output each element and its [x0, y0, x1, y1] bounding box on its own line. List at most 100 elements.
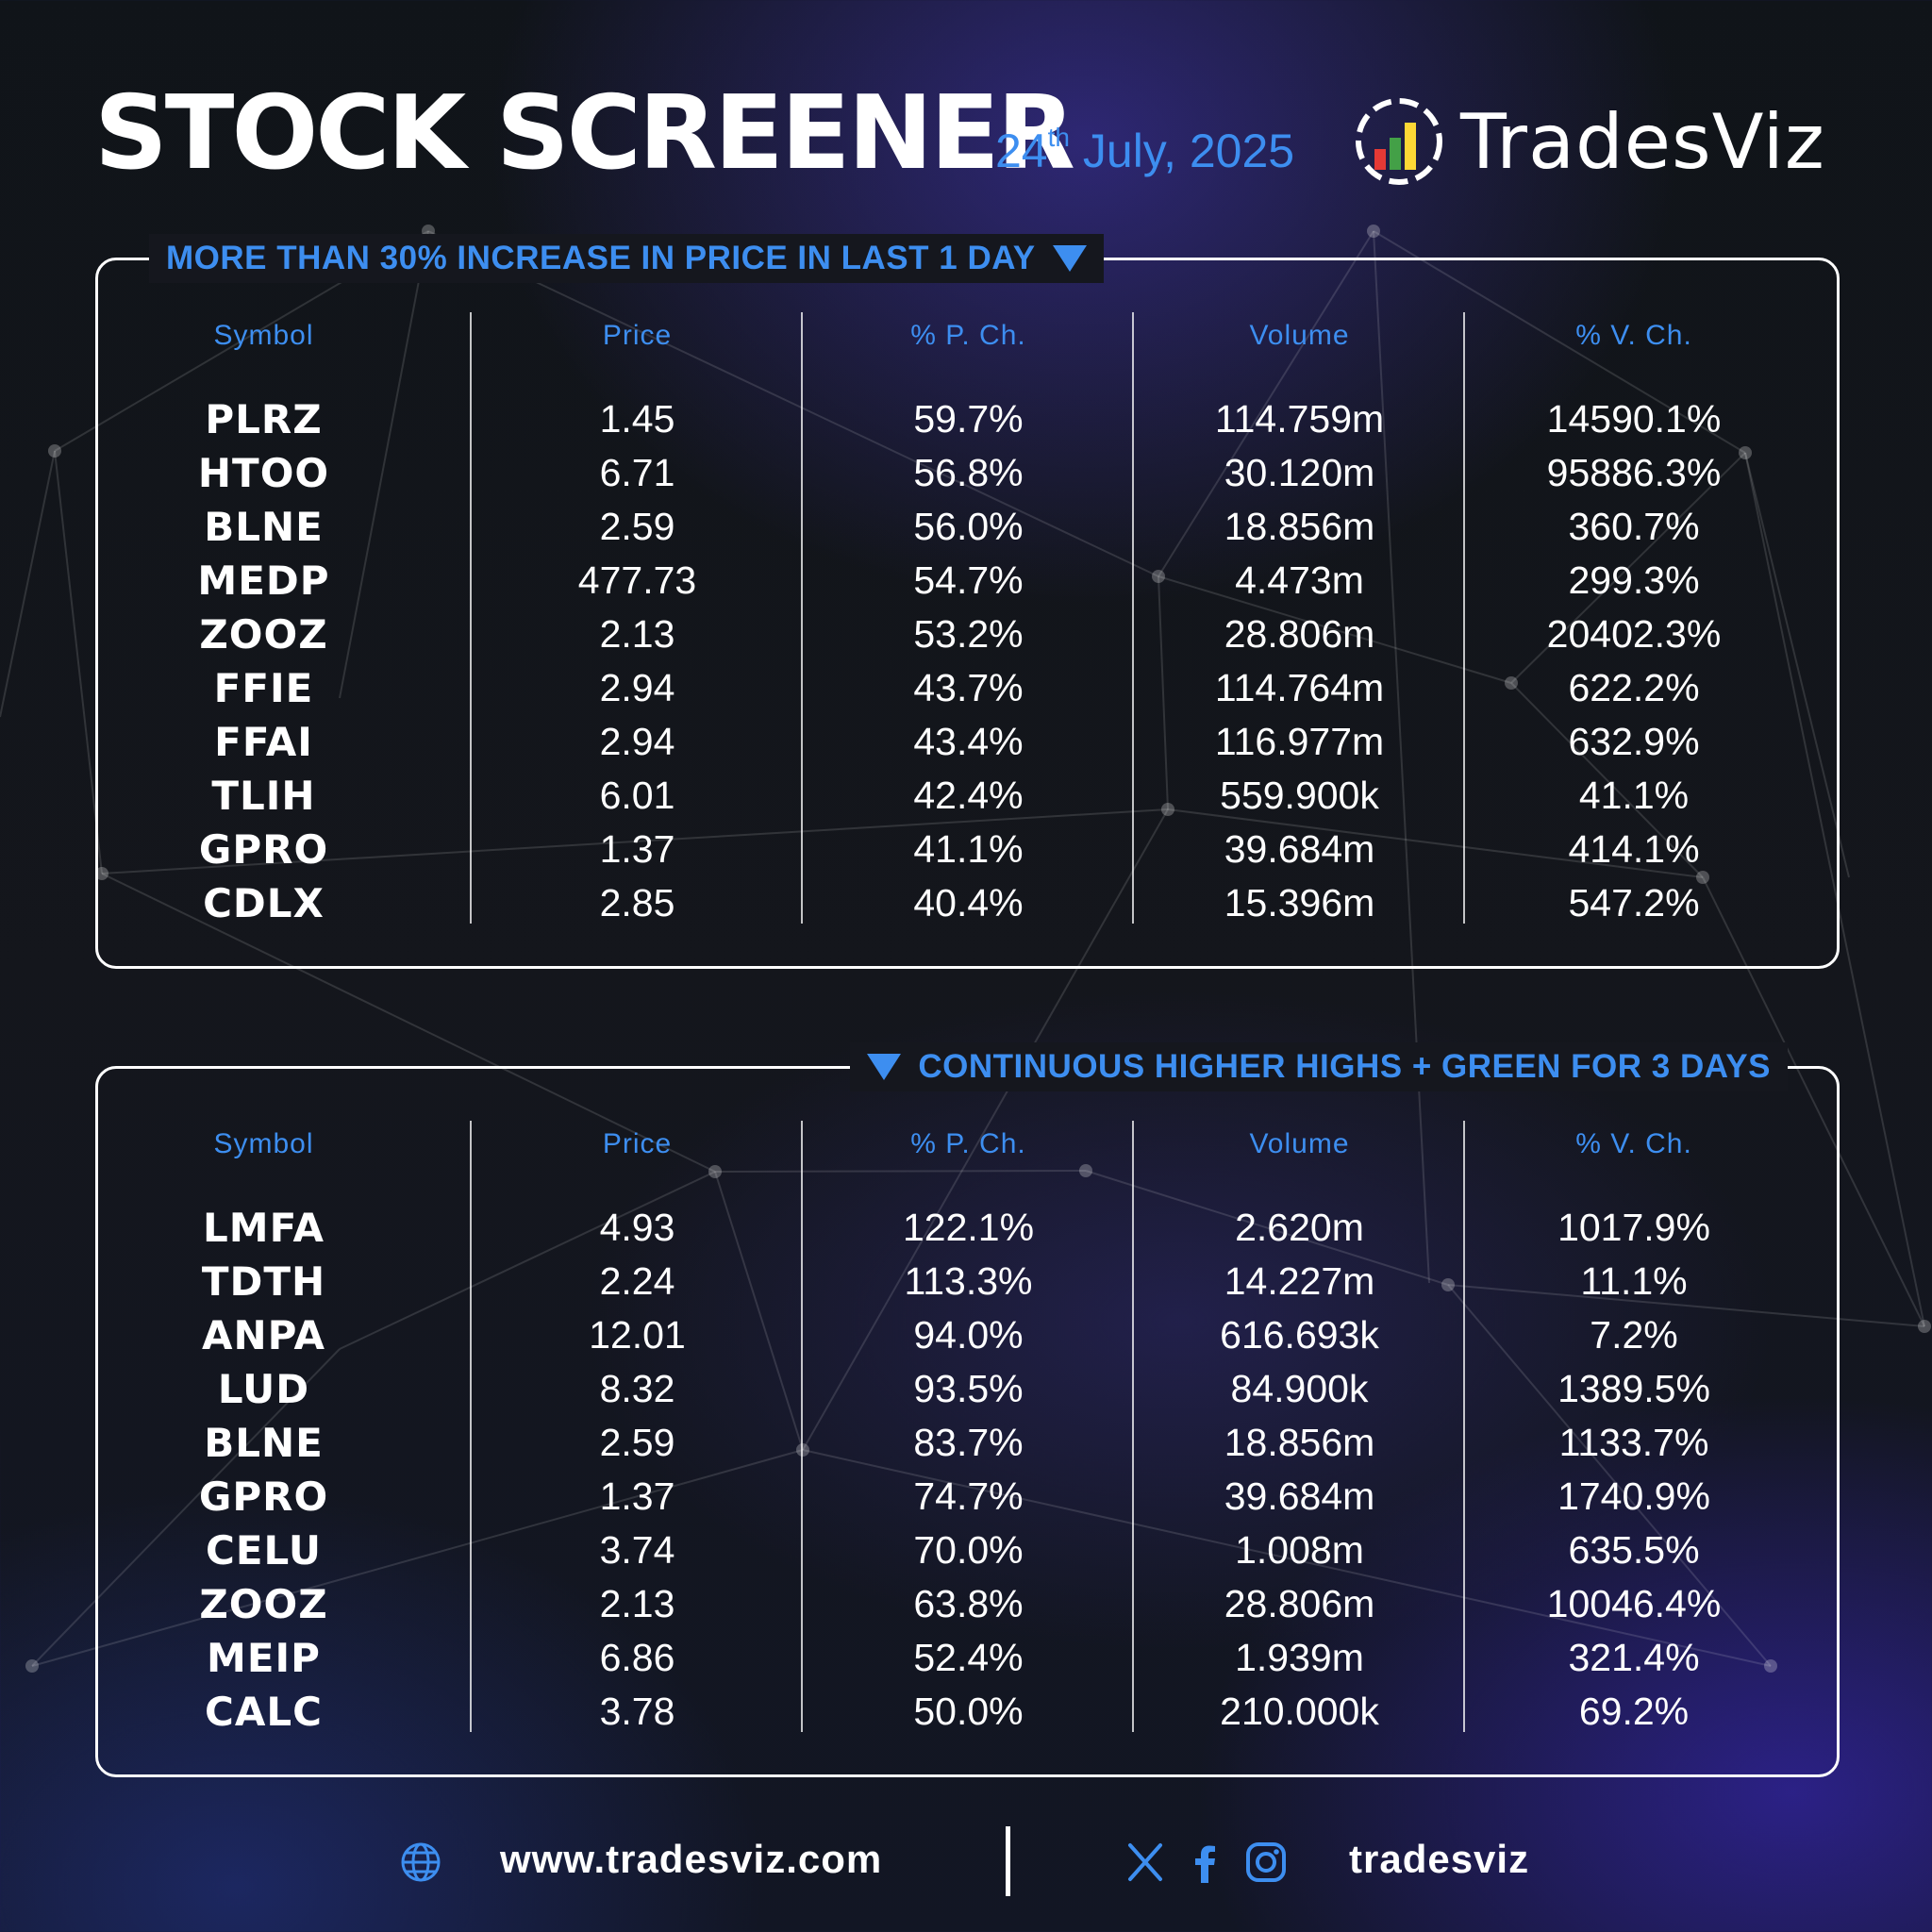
symbol-cell: GPRO: [198, 826, 329, 873]
vch-cell: 20402.3%: [1546, 612, 1722, 656]
pch-cell: 43.7%: [913, 666, 1024, 709]
price-cell: 2.59: [599, 505, 675, 548]
pch-cell: 94.0%: [913, 1313, 1024, 1357]
vch-cell: 360.7%: [1568, 505, 1700, 548]
column-volume-change: % V. Ch. 1017.9% 11.1% 7.2% 1389.5% 1133.7% 1…: [1463, 1121, 1803, 1733]
column-header: % P. Ch.: [910, 320, 1026, 351]
vch-cell: 7.2%: [1590, 1313, 1678, 1357]
price-cell: 2.94: [599, 720, 675, 763]
volume-cell: 15.396m: [1224, 881, 1375, 924]
pch-cell: 63.8%: [913, 1582, 1024, 1625]
column-header: Price: [602, 1128, 673, 1159]
column-symbol: Symbol LMFA TDTH ANPA LUD BLNE GPRO CELU ZOOZ ME…: [98, 1121, 429, 1735]
column-header: Symbol: [213, 1128, 314, 1159]
pch-cell: 122.1%: [902, 1206, 1035, 1249]
price-cell: 2.94: [599, 666, 675, 709]
price-cell: 2.13: [599, 612, 675, 656]
vch-cell: 1133.7%: [1558, 1421, 1709, 1464]
symbol-cell: BLNE: [204, 1420, 324, 1466]
vch-cell: 14590.1%: [1546, 397, 1722, 441]
volume-cells: 114.759m 30.120m 18.856m 4.473m 28.806m 114.7…: [1134, 392, 1465, 930]
price-cell: 3.78: [599, 1690, 675, 1733]
price-cell: 6.01: [599, 774, 675, 817]
social-handle[interactable]: tradesviz: [1349, 1837, 1530, 1881]
volume-cell: 114.764m: [1214, 666, 1385, 709]
pch-cell: 52.4%: [913, 1636, 1024, 1679]
triangle-down-icon: [1052, 245, 1087, 272]
vch-cell: 632.9%: [1568, 720, 1700, 763]
screen-title-text: MORE THAN 30% INCREASE IN PRICE IN LAST …: [166, 240, 1036, 276]
volume-cell: 1.939m: [1235, 1636, 1364, 1679]
vch-cell: 1017.9%: [1557, 1206, 1710, 1249]
website-link[interactable]: www.tradesviz.com: [500, 1837, 883, 1881]
price-cell: 2.85: [599, 881, 675, 924]
pch-cell: 40.4%: [913, 881, 1024, 924]
volume-change-cells: 1017.9% 11.1% 7.2% 1389.5% 1133.7% 1740.9% 635…: [1465, 1201, 1803, 1739]
page-title: STOCK SCREENER: [94, 75, 1075, 192]
x-icon[interactable]: [1123, 1840, 1168, 1885]
symbol-cell: LMFA: [203, 1205, 325, 1251]
brand-logo[interactable]: TradesViz: [1352, 94, 1932, 189]
volume-cell: 1.008m: [1235, 1528, 1364, 1572]
column-header: Volume: [1249, 320, 1350, 351]
pch-cell: 56.8%: [913, 451, 1024, 494]
price-cell: 2.59: [599, 1421, 675, 1464]
pch-cell: 42.4%: [913, 774, 1024, 817]
pch-cell: 53.2%: [913, 612, 1024, 656]
symbol-cell: FFIE: [213, 665, 314, 711]
vch-cell: 1740.9%: [1557, 1474, 1710, 1518]
instagram-icon[interactable]: [1243, 1840, 1289, 1885]
volume-cell: 210.000k: [1220, 1690, 1379, 1733]
screen-title: MORE THAN 30% INCREASE IN PRICE IN LAST …: [149, 234, 1104, 283]
volume-cell: 116.977m: [1214, 720, 1385, 763]
volume-cell: 114.759m: [1214, 397, 1385, 441]
volume-cell: 39.684m: [1224, 1474, 1375, 1518]
price-cell: 6.71: [599, 451, 675, 494]
symbol-cell: MEDP: [197, 558, 330, 604]
volume-cell: 14.227m: [1224, 1259, 1375, 1303]
price-cell: 2.13: [599, 1582, 675, 1625]
vch-cell: 321.4%: [1568, 1636, 1700, 1679]
symbol-cell: ANPA: [201, 1312, 326, 1358]
column-price: Price 1.45 6.71 2.59 477.73 2.13 2.94 2.94 6.01…: [470, 312, 803, 924]
volume-cell: 18.856m: [1224, 505, 1375, 548]
symbol-cell: TLIH: [211, 773, 316, 819]
volume-cell: 4.473m: [1235, 558, 1364, 602]
vch-cell: 622.2%: [1568, 666, 1700, 709]
pch-cell: 54.7%: [913, 558, 1024, 602]
symbol-cell: CALC: [205, 1689, 323, 1735]
screen-panel-higher-highs: CONTINUOUS HIGHER HIGHS + GREEN FOR 3 DA…: [95, 1042, 1840, 1777]
column-price: Price 4.93 2.24 12.01 8.32 2.59 1.37 3.74 2.13 6…: [470, 1121, 803, 1733]
symbol-cell: ZOOZ: [199, 611, 328, 658]
column-price-change: % P. Ch. 122.1% 113.3% 94.0% 93.5% 83.7% 74.7…: [801, 1121, 1134, 1733]
pch-cell: 70.0%: [913, 1528, 1024, 1572]
price-cell: 8.32: [599, 1367, 675, 1410]
price-cell: 1.37: [599, 827, 675, 871]
symbol-cell: PLRZ: [205, 396, 323, 442]
pch-cell: 83.7%: [913, 1421, 1024, 1464]
vch-cell: 1389.5%: [1557, 1367, 1710, 1410]
symbol-cell: LUD: [217, 1366, 310, 1412]
price-cell: 4.93: [599, 1206, 675, 1249]
date-suffix: th: [1047, 123, 1070, 152]
screen-title: CONTINUOUS HIGHER HIGHS + GREEN FOR 3 DA…: [850, 1042, 1788, 1091]
brand-name: TradesViz: [1460, 98, 1825, 186]
symbol-cells: LMFA TDTH ANPA LUD BLNE GPRO CELU ZOOZ MEIP CALC: [98, 1201, 429, 1739]
column-volume-change: % V. Ch. 14590.1% 95886.3% 360.7% 299.3% 204…: [1463, 312, 1803, 924]
volume-cell: 30.120m: [1224, 451, 1375, 494]
vch-cell: 299.3%: [1568, 558, 1700, 602]
volume-cells: 2.620m 14.227m 616.693k 84.900k 18.856m 39.68…: [1134, 1201, 1465, 1739]
price-cell: 1.45: [599, 397, 675, 441]
symbol-cell: BLNE: [204, 504, 324, 550]
triangle-down-icon: [867, 1054, 902, 1080]
volume-change-cells: 14590.1% 95886.3% 360.7% 299.3% 20402.3% 622.…: [1465, 392, 1803, 930]
volume-cell: 28.806m: [1224, 1582, 1375, 1625]
vch-cell: 635.5%: [1568, 1528, 1700, 1572]
price-cell: 12.01: [589, 1313, 686, 1357]
vch-cell: 547.2%: [1568, 881, 1700, 924]
facebook-icon[interactable]: [1183, 1840, 1228, 1885]
date-month-year: July, 2025: [1082, 125, 1295, 177]
pch-cell: 59.7%: [913, 397, 1024, 441]
column-header: % V. Ch.: [1575, 320, 1692, 351]
